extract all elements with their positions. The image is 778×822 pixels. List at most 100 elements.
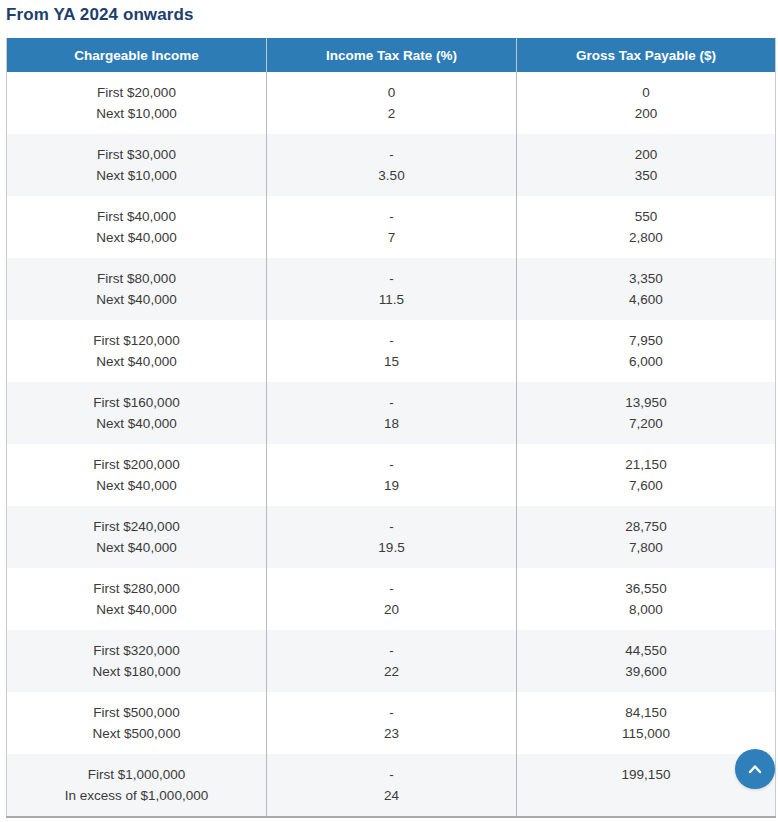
cell-line: Next $40,000 — [7, 289, 266, 310]
cell-line: First $320,000 — [7, 640, 266, 661]
cell-line: First $80,000 — [7, 268, 266, 289]
cell-income: First $120,000Next $40,000 — [7, 320, 267, 382]
cell-line: - — [267, 392, 516, 413]
cell-line: - — [267, 516, 516, 537]
cell-income: First $80,000Next $40,000 — [7, 258, 267, 320]
cell-rate: -20 — [267, 568, 517, 630]
cell-rate: -24 — [267, 754, 517, 817]
chevron-up-icon — [747, 763, 763, 775]
cell-rate: -23 — [267, 692, 517, 754]
table-row: First $320,000Next $180,000-2244,55039,6… — [7, 630, 776, 692]
cell-line: 13,950 — [517, 392, 775, 413]
cell-rate: -15 — [267, 320, 517, 382]
cell-gross: 13,9507,200 — [517, 382, 776, 444]
cell-line: 21,150 — [517, 454, 775, 475]
cell-line: 350 — [517, 165, 775, 186]
table-row: First $280,000Next $40,000-2036,5508,000 — [7, 568, 776, 630]
cell-income: First $240,000Next $40,000 — [7, 506, 267, 568]
cell-line: Next $40,000 — [7, 475, 266, 496]
cell-line: 7,200 — [517, 413, 775, 434]
cell-line: - — [267, 144, 516, 165]
table-row: First $120,000Next $40,000-157,9506,000 — [7, 320, 776, 382]
cell-line: Next $180,000 — [7, 661, 266, 682]
cell-line: Next $40,000 — [7, 227, 266, 248]
cell-line: In excess of $1,000,000 — [7, 785, 266, 806]
table-row: First $200,000Next $40,000-1921,1507,600 — [7, 444, 776, 506]
cell-income: First $20,000Next $10,000 — [7, 72, 267, 134]
page-title: From YA 2024 onwards — [0, 0, 778, 25]
table-row: First $30,000Next $10,000-3.50200350 — [7, 134, 776, 196]
cell-line: First $1,000,000 — [7, 764, 266, 785]
table-body: First $20,000Next $10,000020200First $30… — [7, 72, 776, 817]
cell-income: First $30,000Next $10,000 — [7, 134, 267, 196]
cell-line: Next $10,000 — [7, 103, 266, 124]
cell-rate: -18 — [267, 382, 517, 444]
cell-line: Next $40,000 — [7, 413, 266, 434]
cell-line: 84,150 — [517, 702, 775, 723]
cell-line: - — [267, 702, 516, 723]
cell-gross: 3,3504,600 — [517, 258, 776, 320]
column-header-income-tax-rate: Income Tax Rate (%) — [267, 38, 517, 72]
cell-line: First $500,000 — [7, 702, 266, 723]
cell-line: First $40,000 — [7, 206, 266, 227]
cell-line: Next $40,000 — [7, 599, 266, 620]
cell-line: 11.5 — [267, 289, 516, 310]
cell-rate: 02 — [267, 72, 517, 134]
cell-income: First $320,000Next $180,000 — [7, 630, 267, 692]
cell-income: First $160,000Next $40,000 — [7, 382, 267, 444]
cell-rate: -7 — [267, 196, 517, 258]
cell-line: 19 — [267, 475, 516, 496]
cell-line: - — [267, 330, 516, 351]
cell-line: 200 — [517, 144, 775, 165]
cell-line: 28,750 — [517, 516, 775, 537]
cell-income: First $200,000Next $40,000 — [7, 444, 267, 506]
cell-line: 7,600 — [517, 475, 775, 496]
cell-gross: 5502,800 — [517, 196, 776, 258]
cell-line: 115,000 — [517, 723, 775, 744]
cell-line: 44,550 — [517, 640, 775, 661]
cell-income: First $40,000Next $40,000 — [7, 196, 267, 258]
cell-line: 8,000 — [517, 599, 775, 620]
cell-income: First $500,000Next $500,000 — [7, 692, 267, 754]
cell-gross: 44,55039,600 — [517, 630, 776, 692]
cell-gross: 7,9506,000 — [517, 320, 776, 382]
cell-line: 18 — [267, 413, 516, 434]
cell-rate: -19.5 — [267, 506, 517, 568]
cell-line: 36,550 — [517, 578, 775, 599]
table-row: First $500,000Next $500,000-2384,150115,… — [7, 692, 776, 754]
cell-line: Next $40,000 — [7, 537, 266, 558]
cell-rate: -11.5 — [267, 258, 517, 320]
cell-line: - — [267, 640, 516, 661]
cell-line: - — [267, 578, 516, 599]
cell-line: - — [267, 206, 516, 227]
cell-line: - — [267, 268, 516, 289]
cell-rate: -3.50 — [267, 134, 517, 196]
cell-gross: 200350 — [517, 134, 776, 196]
cell-line: Next $10,000 — [7, 165, 266, 186]
cell-rate: -22 — [267, 630, 517, 692]
cell-line — [517, 785, 775, 806]
cell-gross: 36,5508,000 — [517, 568, 776, 630]
cell-gross: 84,150115,000 — [517, 692, 776, 754]
cell-line: First $120,000 — [7, 330, 266, 351]
cell-line: 15 — [267, 351, 516, 372]
cell-income: First $1,000,000In excess of $1,000,000 — [7, 754, 267, 817]
cell-line: Next $40,000 — [7, 351, 266, 372]
table-row: First $240,000Next $40,000-19.528,7507,8… — [7, 506, 776, 568]
cell-line: First $200,000 — [7, 454, 266, 475]
cell-line: 24 — [267, 785, 516, 806]
table-row: First $160,000Next $40,000-1813,9507,200 — [7, 382, 776, 444]
cell-line: 6,000 — [517, 351, 775, 372]
cell-line: 4,600 — [517, 289, 775, 310]
cell-line: First $240,000 — [7, 516, 266, 537]
cell-gross: 28,7507,800 — [517, 506, 776, 568]
cell-line: Next $500,000 — [7, 723, 266, 744]
column-header-gross-tax-payable: Gross Tax Payable ($) — [517, 38, 776, 72]
cell-line: First $280,000 — [7, 578, 266, 599]
cell-gross: 21,1507,600 — [517, 444, 776, 506]
cell-line: First $160,000 — [7, 392, 266, 413]
table-header-row: Chargeable Income Income Tax Rate (%) Gr… — [7, 38, 776, 72]
cell-line: - — [267, 454, 516, 475]
cell-line: First $30,000 — [7, 144, 266, 165]
back-to-top-button[interactable] — [735, 749, 775, 789]
